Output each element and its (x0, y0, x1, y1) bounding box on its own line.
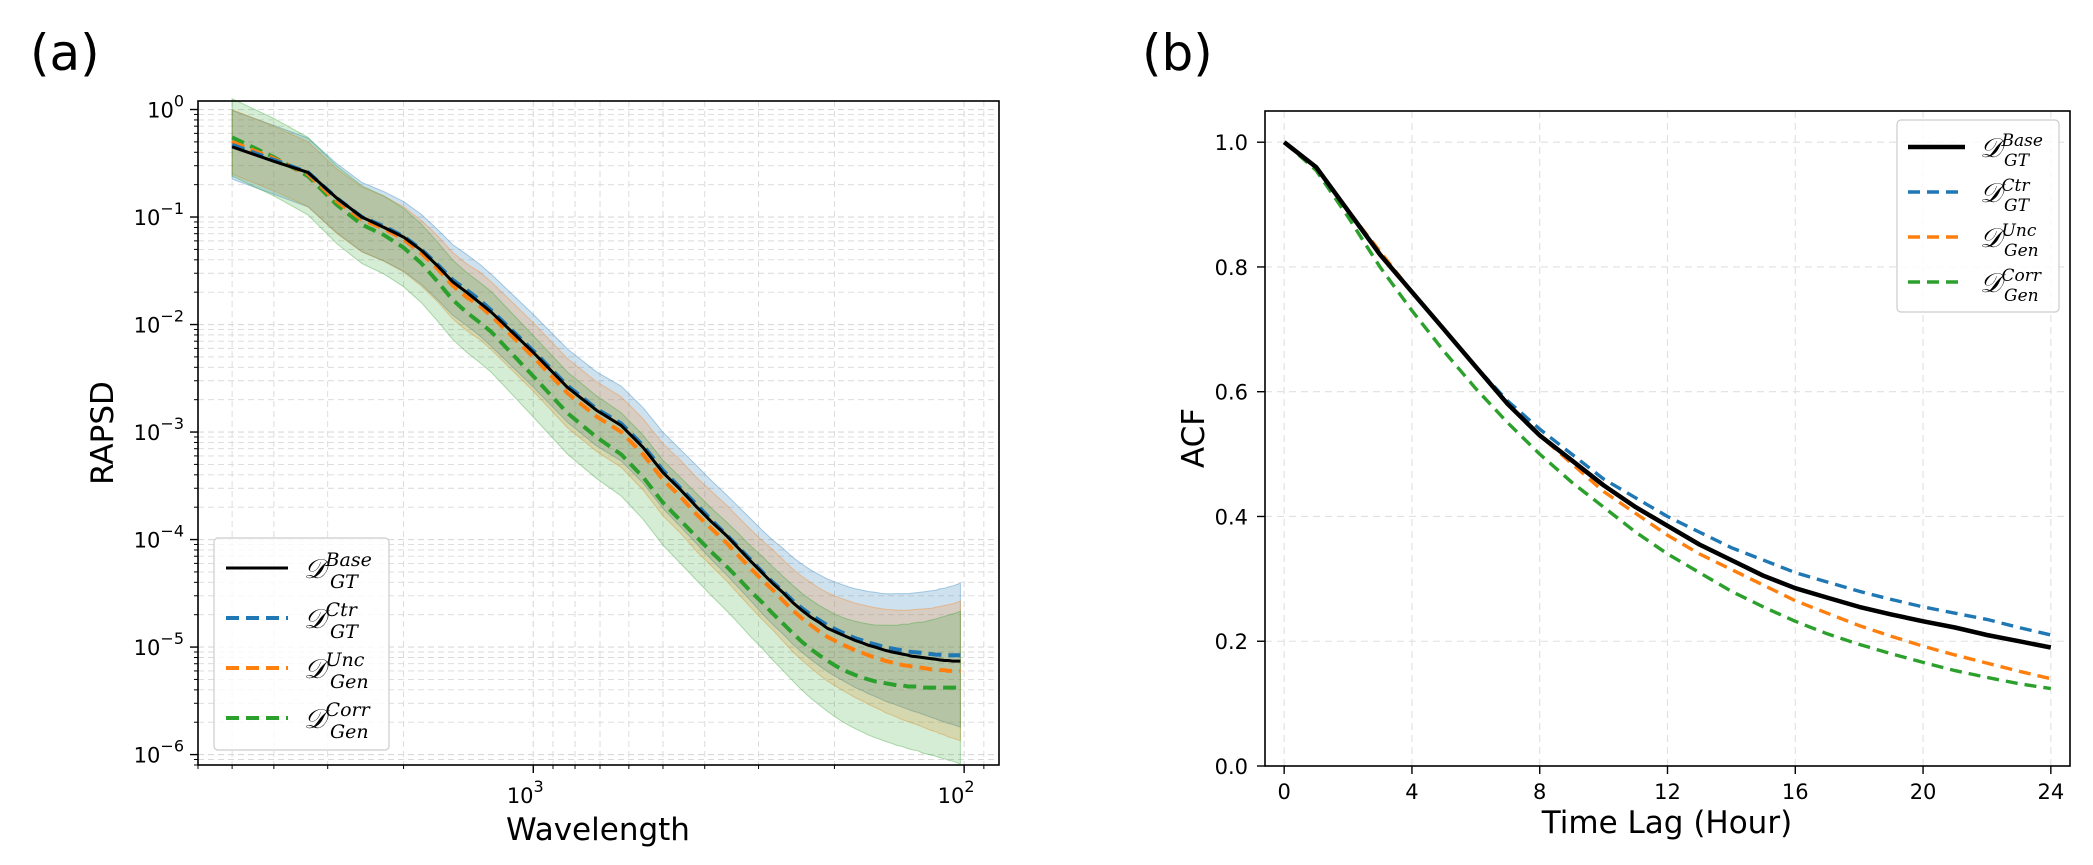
y-tick-label: 1.0 (1215, 131, 1248, 155)
panel-b-acf: (b) 0 4 8 12 16 20 24 0.0 0.2 0.4 0.6 0.8 1.0 Time L… (1142, 24, 2071, 841)
legend-label-ctr: 𝒟Ctr GT (1980, 176, 2031, 216)
y-tick-label: 10−3 (134, 414, 184, 445)
panel-label-b: (b) (1142, 24, 1213, 82)
x-tick-label: 20 (1910, 780, 1937, 804)
panel-b-x-axis-label: Time Lag (Hour) (1541, 805, 1792, 841)
panel-b-ticks: 0 4 8 12 16 20 24 0.0 0.2 0.4 0.6 0.8 1.0 (1215, 131, 2065, 804)
y-tick-label: 0.2 (1215, 630, 1248, 654)
panel-label-a: (a) (30, 24, 100, 82)
panel-a-uncertainty-bands (231, 97, 961, 765)
panel-a-y-axis-label: RAPSD (85, 381, 121, 485)
panel-a-legend-box (213, 537, 390, 751)
band-ctr (231, 109, 961, 728)
panel-a-x-axis-label: Wavelength (506, 812, 690, 848)
series-line-corr (1283, 140, 2052, 691)
legend-label-unc: 𝒟Unc Gen (1980, 221, 2039, 261)
x-tick-label: 12 (1654, 780, 1681, 804)
x-tick-label: 8 (1533, 780, 1546, 804)
legend-label-corr: 𝒟Corr Gen (1980, 266, 2042, 306)
x-tick-label: 24 (2037, 780, 2064, 804)
band-unc (231, 108, 961, 742)
x-tick-label: 103 (507, 777, 544, 808)
panel-a-frame (197, 100, 1000, 766)
y-tick-label: 10−6 (134, 737, 184, 768)
y-tick-label: 10−5 (134, 629, 184, 660)
series-line-base (231, 145, 961, 663)
panel-b-series-lines (1282, 140, 2052, 691)
y-tick-label: 0.8 (1215, 256, 1248, 280)
legend-label-corr: 𝒟Corr Gen (304, 699, 372, 743)
series-line-corr (231, 135, 961, 690)
series-line-ctr (231, 142, 961, 658)
series-line-base (1282, 140, 2052, 650)
x-tick-label: 102 (938, 777, 975, 808)
y-tick-label: 100 (147, 92, 184, 123)
y-tick-label: 10−1 (134, 199, 184, 230)
x-tick-label: 16 (1782, 780, 1809, 804)
panel-a-rapsd: (a) 103 102 100 10−1 10−2 10−3 10−4 10−5 10−6 Wa… (30, 24, 1000, 848)
x-tick-label: 0 (1277, 780, 1290, 804)
panel-b-legend-box (1896, 119, 2060, 313)
y-tick-label: 0.4 (1215, 505, 1248, 529)
band-corr (231, 97, 961, 765)
y-tick-label: 0.6 (1215, 381, 1248, 405)
series-line-unc (231, 140, 961, 673)
panel-a-series-lines (231, 135, 961, 690)
y-tick-label: 10−2 (134, 307, 184, 338)
panel-b-y-axis-label: ACF (1176, 408, 1212, 468)
x-tick-label: 4 (1405, 780, 1418, 804)
y-tick-label: 0.0 (1215, 755, 1248, 779)
y-tick-label: 10−4 (134, 522, 184, 553)
